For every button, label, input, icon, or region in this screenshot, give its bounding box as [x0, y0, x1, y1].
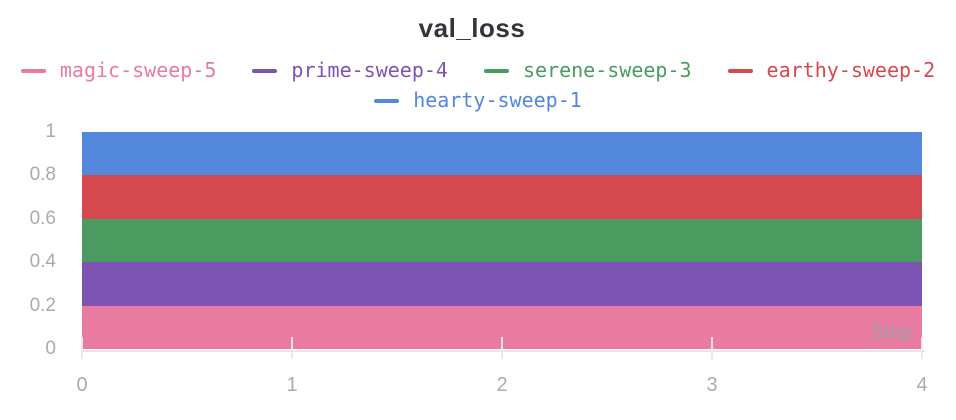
chart-title: val_loss — [418, 13, 526, 43]
legend-line-icon — [374, 98, 400, 103]
x-axis-title: Step — [870, 321, 912, 343]
x-tick-mark — [291, 337, 293, 359]
legend-line-icon — [483, 68, 509, 73]
x-tick-label: 3 — [706, 374, 718, 396]
area-band-hearty-sweep-1[interactable] — [82, 132, 922, 176]
y-tick-label: 0.6 — [29, 208, 56, 229]
legend-item-prime-sweep-4[interactable]: prime-sweep-4 — [252, 57, 448, 84]
y-tick-label: 1 — [45, 121, 56, 142]
legend-line-icon — [727, 68, 753, 73]
legend-label: magic-sweep-5 — [59, 58, 217, 82]
x-tick-label: 4 — [916, 374, 928, 396]
y-tick-label: 0 — [45, 338, 56, 359]
legend-label: hearty-sweep-1 — [413, 88, 582, 112]
area-band-serene-sweep-3[interactable] — [82, 218, 922, 263]
area-band-earthy-sweep-2[interactable] — [82, 175, 922, 219]
legend-item-serene-sweep-3[interactable]: serene-sweep-3 — [483, 57, 692, 84]
x-tick-mark — [501, 337, 503, 359]
x-tick-mark — [921, 337, 923, 359]
legend-item-hearty-sweep-1[interactable]: hearty-sweep-1 — [374, 87, 582, 114]
x-axis-line — [81, 350, 925, 352]
x-tick-mark — [711, 337, 713, 359]
legend-label: earthy-sweep-2 — [766, 58, 936, 82]
legend-label: prime-sweep-4 — [291, 58, 448, 82]
legend-label: serene-sweep-3 — [522, 58, 692, 82]
x-tick-label: 1 — [286, 374, 298, 396]
legend-item-magic-sweep-5[interactable]: magic-sweep-5 — [20, 57, 217, 84]
y-tick-label: 0.2 — [29, 295, 56, 316]
legend-line-icon — [20, 68, 46, 73]
plot-area[interactable] — [82, 132, 922, 349]
legend-line-icon — [252, 68, 278, 73]
y-tick-label: 0.8 — [29, 164, 56, 185]
x-tick-label: 2 — [496, 374, 508, 396]
legend: magic-sweep-5 prime-sweep-4 serene-sweep… — [0, 57, 956, 114]
area-band-prime-sweep-4[interactable] — [82, 262, 922, 306]
x-tick-mark — [81, 337, 83, 359]
x-tick-label: 0 — [76, 374, 88, 396]
y-tick-label: 0.4 — [29, 251, 56, 272]
legend-item-earthy-sweep-2[interactable]: earthy-sweep-2 — [727, 57, 936, 84]
